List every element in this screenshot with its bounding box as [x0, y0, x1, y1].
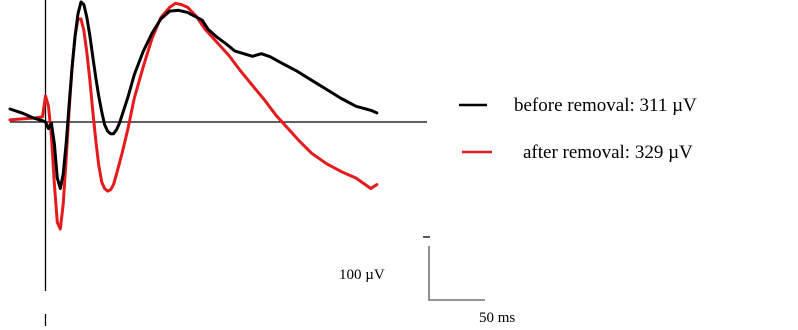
scale-bar: 100 µV 50 ms — [339, 236, 515, 326]
series-line-before-removal — [8, 0, 379, 190]
legend-label-before-removal: before removal: 311 µV — [514, 95, 697, 116]
scale-bar-line — [428, 246, 485, 301]
series-layer — [8, 0, 379, 231]
scale-bar-voltage-label: 100 µV — [339, 267, 385, 283]
legend-label-after-removal: after removal: 329 µV — [523, 142, 693, 163]
legend: before removal: 311 µV after removal: 32… — [459, 95, 697, 163]
axes-group — [10, 0, 427, 326]
scale-bar-time-label: 50 ms — [479, 310, 515, 326]
series-line-after-removal — [8, 1, 379, 231]
